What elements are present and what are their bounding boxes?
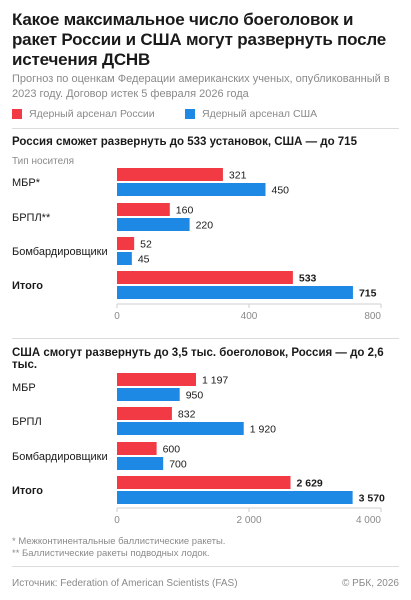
chart2-category-label: МБР: [12, 382, 36, 394]
source-note: Источник: Federation of American Scienti…: [12, 578, 238, 589]
chart1-bar-usa: [117, 218, 190, 231]
copyright-note: © РБК, 2026: [341, 578, 399, 589]
chart1-category-label: БРПЛ**: [12, 212, 51, 224]
chart2-value-label-usa: 1 920: [250, 424, 276, 436]
chart2-bar-usa: [117, 422, 244, 435]
chart2-value-label-russia: 600: [163, 444, 181, 456]
chart2-value-label-usa: 700: [169, 459, 187, 471]
chart1-value-label-usa: 220: [196, 220, 214, 232]
chart2-value-label-russia: 2 629: [297, 478, 323, 490]
footnote-1: * Межконтинентальные баллистические раке…: [12, 536, 226, 547]
footnote-2: ** Баллистические ракеты подводных лодок…: [12, 548, 210, 559]
chart1-plot: МБР*321450БРПЛ**160220Бомбардировщики524…: [12, 168, 382, 322]
footnotes: * Межконтинентальные баллистические раке…: [12, 536, 225, 560]
chart1-category-label: МБР*: [12, 177, 41, 189]
legend-label-usa: Ядерный арсенал США: [202, 108, 318, 120]
chart1-bar-russia: [117, 237, 135, 250]
legend-item-usa: Ядерный арсенал США: [185, 108, 317, 120]
chart2-value-label-usa: 950: [186, 390, 204, 402]
chart2-bar-russia: [117, 442, 157, 455]
chart2-category-label: Итого: [12, 485, 43, 497]
chart1-x-tick-label: 400: [241, 311, 258, 322]
chart1-bar-russia: [117, 271, 293, 284]
chart2-title: США смогут развернуть до 3,5 тыс. боегол…: [12, 347, 384, 371]
chart2-x-tick-label: 4 000: [356, 515, 381, 526]
chart1-value-label-russia: 160: [176, 205, 194, 217]
chart2-bar-russia: [117, 373, 197, 386]
chart1-bar-usa: [117, 183, 266, 196]
chart1-category-label: Итого: [12, 280, 43, 292]
chart1-category-axis-label: Тип носителя: [12, 156, 75, 167]
legend-label-russia: Ядерный арсенал России: [29, 108, 155, 120]
page-subtitle: Прогноз по оценкам Федерации американски…: [12, 73, 390, 100]
chart1-bar-usa: [117, 252, 132, 265]
divider-top: [12, 128, 399, 129]
chart1-value-label-russia: 533: [299, 273, 317, 285]
legend-swatch-usa: [185, 109, 195, 119]
chart1-category-label: Бомбардировщики: [12, 246, 108, 258]
chart2-bar-usa: [117, 491, 353, 504]
legend-item-russia: Ядерный арсенал России: [12, 108, 155, 120]
chart1-bar-usa: [117, 286, 353, 299]
chart1-x-tick-label: 800: [364, 311, 381, 322]
chart2-category-label: БРПЛ: [12, 416, 42, 428]
chart2-value-label-russia: 1 197: [202, 375, 228, 387]
chart2-x-tick-label: 0: [114, 515, 120, 526]
chart2-bar-usa: [117, 388, 180, 401]
chart2-bar-russia: [117, 476, 291, 489]
chart1-value-label-usa: 45: [138, 254, 150, 266]
chart1-x-tick-label: 0: [114, 311, 120, 322]
divider-bottom: [12, 566, 399, 567]
chart2-x-tick-label: 2 000: [236, 515, 261, 526]
chart2-bar-usa: [117, 457, 164, 470]
chart1-value-label-usa: 715: [359, 288, 377, 300]
chart2-category-label: Бомбардировщики: [12, 451, 108, 463]
divider-middle: [12, 338, 399, 339]
chart1-value-label-russia: 321: [229, 170, 247, 182]
chart1-value-label-usa: 450: [272, 185, 290, 197]
chart1-bar-russia: [117, 203, 170, 216]
chart2-value-label-usa: 3 570: [359, 493, 385, 505]
chart1-value-label-russia: 52: [140, 239, 152, 251]
legend-swatch-russia: [12, 109, 22, 119]
chart1-title: Россия сможет развернуть до 533 установо…: [12, 136, 357, 148]
chart1-bar-russia: [117, 168, 223, 181]
chart2-bar-russia: [117, 407, 172, 420]
page-title: Какое максимальное число боеголовок и ра…: [12, 10, 387, 69]
chart2-plot: МБР 1 197 950 БРПЛ 832 1 920 Бомбардировщики 60…: [12, 373, 385, 526]
legend: Ядерный арсенал России Ядерный арсенал С…: [12, 108, 402, 122]
chart2-value-label-russia: 832: [178, 409, 196, 421]
